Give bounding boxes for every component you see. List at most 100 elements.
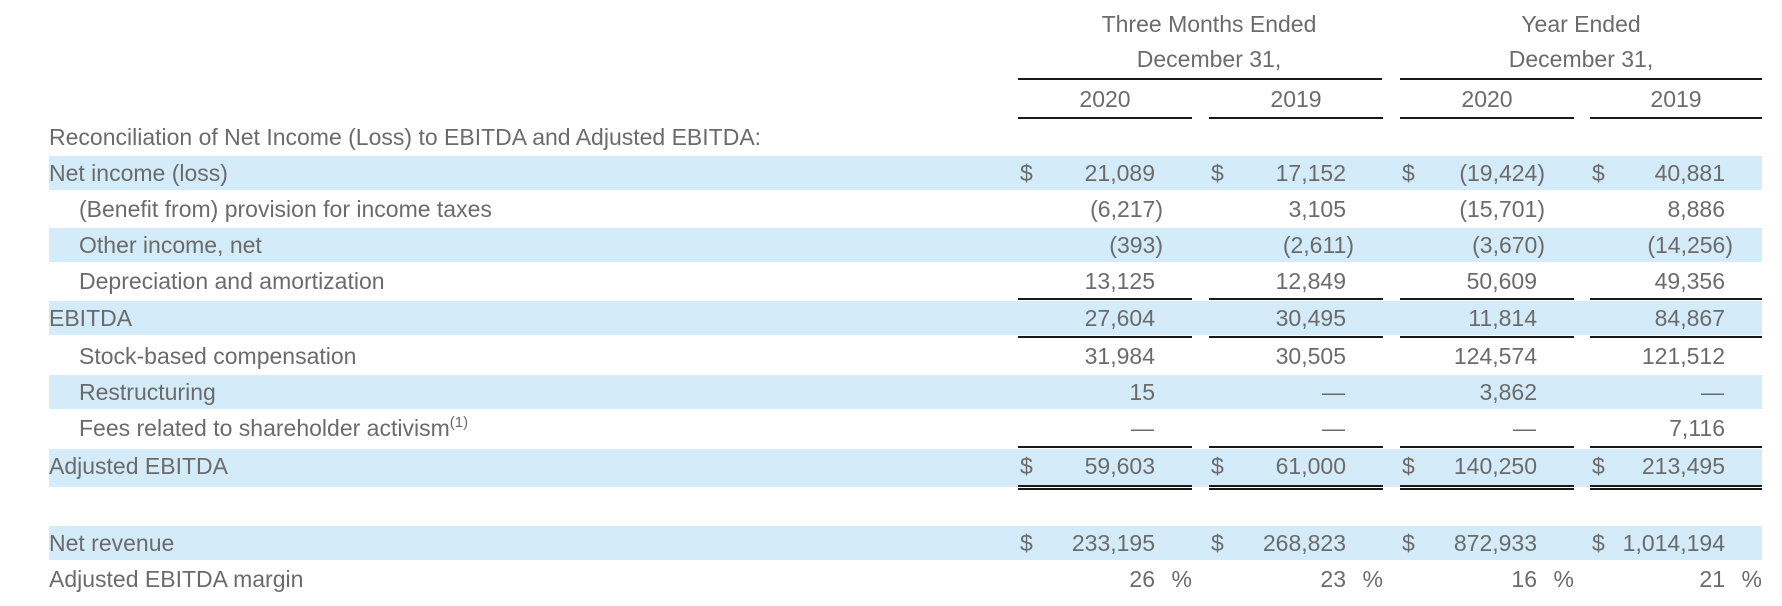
currency-symbol: $ <box>1402 453 1415 479</box>
cell-value: 21 <box>1699 566 1725 592</box>
header-year-col3: 2020 <box>1461 86 1513 112</box>
total-double-rule-2 <box>1209 485 1383 490</box>
ebitda-rule-2 <box>1209 336 1383 338</box>
currency-symbol: $ <box>1020 453 1033 479</box>
ebitda-rule-4 <box>1590 336 1762 338</box>
cell-value: (14,256) <box>1647 232 1733 258</box>
cell: 49,356 <box>1590 264 1762 298</box>
currency-symbol: $ <box>1592 160 1605 186</box>
cell: $40,881 <box>1590 156 1762 190</box>
cell-value: 49,356 <box>1654 268 1725 294</box>
adj-rule-4 <box>1590 446 1762 448</box>
cell: — <box>1209 375 1383 409</box>
table-row-net-income: Net income (loss) $21,089 $17,152 $ (19,4… <box>49 156 1762 190</box>
cell: 15 <box>1018 375 1192 409</box>
cell: $59,603 <box>1018 449 1192 483</box>
cell-value: 15 <box>1129 379 1155 405</box>
cell-value: 140,250 <box>1453 453 1537 479</box>
cell-value: 121,512 <box>1641 343 1725 369</box>
table-row-net-revenue: Net revenue $233,195 $268,823 $872,933 $… <box>49 526 1762 560</box>
adj-rule-2 <box>1209 446 1383 448</box>
currency-symbol: $ <box>1020 160 1033 186</box>
table-row-restructuring: Restructuring 15 — 3,862 — <box>49 375 1762 409</box>
header-year-line1: Year Ended <box>1521 11 1641 37</box>
table-row-activism-fees: Fees related to shareholder activism(1) … <box>49 411 1762 445</box>
currency-symbol: $ <box>1211 160 1224 186</box>
cell: (3,670) <box>1400 228 1574 262</box>
header-year-rule-1 <box>1018 117 1192 119</box>
cell-value: 26 <box>1129 566 1155 592</box>
cell: 30,505 <box>1209 339 1383 373</box>
subtotal-rule-3 <box>1400 298 1574 300</box>
cell: $233,195 <box>1018 526 1192 560</box>
percent-symbol: % <box>1171 566 1192 592</box>
cell: 13,125 <box>1018 264 1192 298</box>
cell: 7,116 <box>1590 411 1762 445</box>
table-row-other-income: Other income, net (393) (2,611) (3,670) … <box>49 228 1762 262</box>
cell-value: 3,105 <box>1288 196 1346 222</box>
cell: $17,152 <box>1209 156 1383 190</box>
cell: $21,089 <box>1018 156 1192 190</box>
cell-value: (2,611) <box>1282 232 1354 258</box>
currency-symbol: $ <box>1402 530 1415 556</box>
adj-rule-3 <box>1400 446 1574 448</box>
cell: $ (19,424) <box>1400 156 1574 190</box>
percent-symbol: % <box>1553 566 1574 592</box>
header-year-col1: 2020 <box>1079 86 1131 112</box>
cell-value: — <box>1701 379 1724 405</box>
table-row-ebitda-margin: Adjusted EBITDA margin 26% 23% 16% 21% <box>49 562 1762 596</box>
cell: 3,105 <box>1209 192 1383 226</box>
cell-value: — <box>1513 415 1536 441</box>
cell-value: (393) <box>1109 232 1163 258</box>
table-row-depreciation: Depreciation and amortization 13,125 12,… <box>49 264 1762 298</box>
currency-symbol: $ <box>1402 160 1415 186</box>
cell-value: (19,424) <box>1459 160 1545 186</box>
currency-symbol: $ <box>1592 453 1605 479</box>
header-year-rule-2 <box>1209 117 1383 119</box>
cell-value: (6,217) <box>1090 196 1163 222</box>
cell: 121,512 <box>1590 339 1762 373</box>
cell-value: 27,604 <box>1084 305 1155 331</box>
cell-value: 61,000 <box>1275 453 1346 479</box>
header-year-rule-3 <box>1400 117 1574 119</box>
cell: 11,814 <box>1400 301 1574 335</box>
cell: 3,862 <box>1400 375 1574 409</box>
cell: 26% <box>1018 562 1192 596</box>
subtotal-rule-1 <box>1018 298 1192 300</box>
cell-value: 124,574 <box>1453 343 1537 369</box>
cell: — <box>1400 411 1574 445</box>
cell: (393) <box>1018 228 1192 262</box>
cell: 50,609 <box>1400 264 1574 298</box>
cell: 16% <box>1400 562 1574 596</box>
cell-value: 12,849 <box>1275 268 1346 294</box>
row-label: Net revenue <box>49 530 175 556</box>
currency-symbol: $ <box>1020 530 1033 556</box>
cell: 27,604 <box>1018 301 1192 335</box>
cell: 21% <box>1590 562 1762 596</box>
cell: (14,256) <box>1590 228 1762 262</box>
row-label: Restructuring <box>79 379 216 405</box>
total-double-rule-1 <box>1018 485 1192 490</box>
row-label: Stock-based compensation <box>79 343 357 369</box>
cell-value: 17,152 <box>1275 160 1346 186</box>
section-title: Reconciliation of Net Income (Loss) to E… <box>49 124 762 150</box>
cell-value: 23 <box>1320 566 1346 592</box>
section-title-row: Reconciliation of Net Income (Loss) to E… <box>49 120 1762 154</box>
cell: $61,000 <box>1209 449 1383 483</box>
table-row-income-taxes: (Benefit from) provision for income taxe… <box>49 192 1762 226</box>
row-label: Depreciation and amortization <box>79 268 385 294</box>
header-group1-rule <box>1018 78 1382 80</box>
row-label: Fees related to shareholder activism <box>79 415 450 441</box>
row-label: Adjusted EBITDA margin <box>49 566 304 592</box>
cell: 31,984 <box>1018 339 1192 373</box>
cell-value: 268,823 <box>1262 530 1346 556</box>
ebitda-rule-1 <box>1018 336 1192 338</box>
cell: 12,849 <box>1209 264 1383 298</box>
cell-value: 213,495 <box>1641 453 1725 479</box>
cell: $213,495 <box>1590 449 1762 483</box>
cell: — <box>1018 411 1192 445</box>
table-row-adjusted-ebitda: Adjusted EBITDA $59,603 $61,000 $140,250… <box>49 449 1762 487</box>
cell-value: 50,609 <box>1466 268 1537 294</box>
cell-value: — <box>1322 379 1345 405</box>
cell: 84,867 <box>1590 301 1762 335</box>
